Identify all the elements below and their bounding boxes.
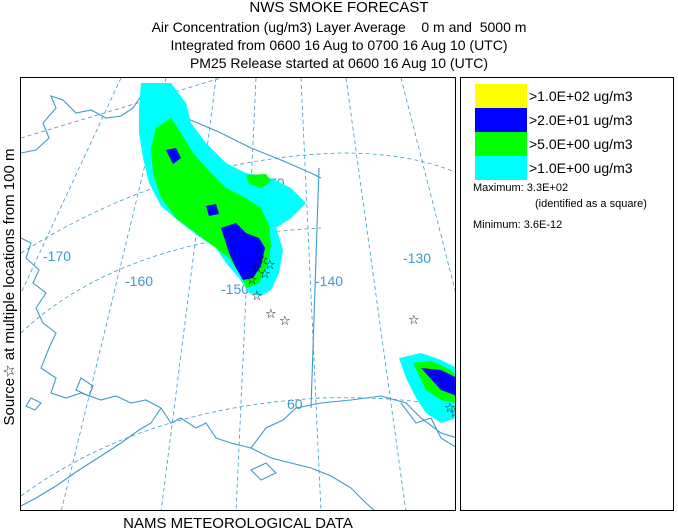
panhandle-coast [400, 402, 455, 448]
meridian-line-g [400, 78, 455, 292]
legend-label-4: >1.0E+00 ug/m3 [529, 160, 633, 176]
maximum-value: 3.3E+02 [526, 182, 569, 194]
legend-label-1: >1.0E+02 ug/m3 [529, 88, 633, 104]
island-a [75, 377, 94, 397]
legend-label-2: >2.0E+01 ug/m3 [529, 112, 633, 128]
source-locations-label: Source☆ at multiple locations from 100 m [1, 148, 18, 426]
plume-blue-patch-b [206, 204, 219, 216]
legend-item-4: >1.0E+00 ug/m3 [475, 156, 675, 180]
smoke-plume-main [139, 83, 306, 296]
aleutian-peninsula [21, 407, 162, 507]
source-star-11: ☆ [449, 406, 456, 421]
legend-swatch-blue [475, 108, 527, 132]
west-and-south-coast [21, 237, 375, 510]
maximum-note: (identified as a square) [535, 198, 647, 210]
legend-label-3: >5.0E+00 ug/m3 [529, 136, 633, 152]
meridian-line-d [235, 78, 257, 510]
plume-blue-patch-a [166, 148, 181, 164]
source-star-9: ☆ [408, 313, 420, 328]
legend-swatch-yellow [475, 84, 527, 108]
border-line [310, 167, 320, 409]
island-b [25, 397, 42, 411]
source-star-1: ☆ [257, 253, 269, 268]
grid-label-lat-60: 60 [287, 396, 303, 412]
source-star-5: ☆ [246, 273, 258, 288]
grid-label-lon-170: -170 [43, 248, 71, 264]
legend-item-2: >2.0E+01 ug/m3 [475, 108, 675, 132]
legend-item-3: >5.0E+00 ug/m3 [475, 132, 675, 156]
source-markers: ☆ ☆ ☆ ☆ ☆ ☆ ☆ ☆ ☆ ☆ ☆ [246, 253, 456, 421]
gulf-coast [250, 395, 455, 449]
plume-green-patch [246, 174, 271, 188]
minimum-value: 3.6E-12 [523, 219, 563, 231]
minimum-stat: Minimum: 3.6E-12 [473, 219, 562, 231]
release-start-line: PM25 Release started at 0600 16 Aug 10 (… [189, 55, 489, 71]
map-canvas: -170 -160 -150 -140 -130 60 70 [21, 78, 456, 510]
meridian-line-b [61, 78, 167, 510]
concentration-layer-line: Air Concentration (ug/m3) Layer Average … [151, 19, 527, 35]
source-star-10: ☆ [444, 401, 456, 416]
grid-label-lon-150: -150 [221, 281, 249, 297]
meridian-line-f [345, 78, 407, 510]
legend-swatch-cyan [475, 156, 527, 180]
graticule [21, 78, 455, 510]
legend-panel: >1.0E+02 ug/m3 >2.0E+01 ug/m3 >5.0E+00 u… [460, 77, 674, 511]
north-coast [21, 95, 322, 179]
maximum-label: Maximum: [473, 182, 524, 194]
source-star-2: ☆ [264, 258, 276, 273]
meridian-line-a [21, 78, 122, 294]
source-star-8: ☆ [279, 314, 291, 329]
source-star-7: ☆ [265, 307, 277, 322]
maximum-stat: Maximum: 3.3E+02 [473, 182, 568, 194]
grid-label-lon-140: -140 [315, 273, 343, 289]
smoke-plume-east [399, 353, 455, 423]
plume-blue-core [221, 223, 265, 280]
latitude-line-70 [21, 152, 455, 254]
source-star-6: ☆ [251, 289, 263, 304]
integration-period-line: Integrated from 0600 16 Aug to 0700 16 A… [170, 37, 508, 53]
forecast-title: NWS SMOKE FORECAST [249, 0, 429, 16]
grid-label-lon-130: -130 [403, 250, 431, 266]
coastlines [21, 95, 455, 510]
grid-label-lon-160: -160 [125, 273, 153, 289]
meridian-line-e [300, 78, 322, 510]
legend-item-1: >1.0E+02 ug/m3 [475, 84, 675, 108]
source-star-4: ☆ [259, 267, 271, 282]
source-star-3: ☆ [251, 261, 263, 276]
kodiak-island [250, 462, 277, 481]
minimum-label: Minimum: [473, 219, 521, 231]
smoke-forecast-map: -170 -160 -150 -140 -130 60 70 [20, 77, 456, 511]
meteorological-data-label: NAMS METEOROLOGICAL DATA [123, 515, 353, 532]
east-plume-blue [421, 368, 455, 396]
legend-swatch-green [475, 132, 527, 156]
latitude-line-60 [21, 397, 455, 497]
